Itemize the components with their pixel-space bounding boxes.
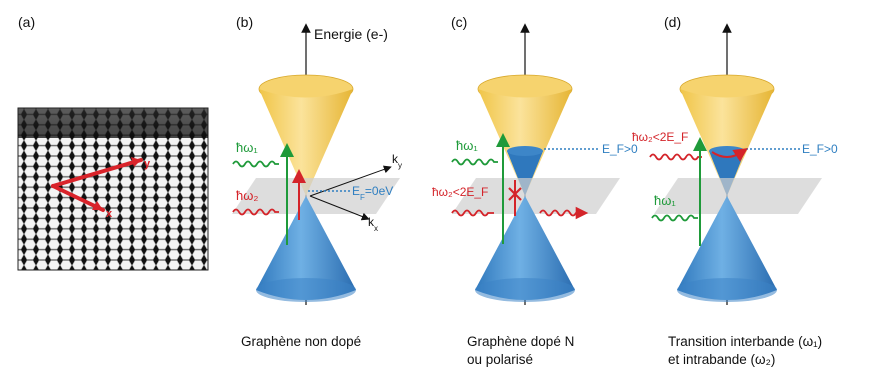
- panel-c: [451, 23, 620, 305]
- k-plane-d: [654, 178, 822, 214]
- hw2-label-d: ħω₂<2E_F: [632, 130, 688, 144]
- caption-c: Graphène dopé N ou polarisé: [467, 333, 574, 369]
- hw1-label-b: ħω₁: [236, 140, 258, 155]
- panel-d: [649, 23, 822, 305]
- fermi-label-c: E_F>0: [602, 142, 638, 156]
- panel-d-letter: (d): [664, 14, 682, 30]
- caption-c-line2: ou polarisé: [467, 352, 534, 367]
- panel-b: [232, 23, 400, 305]
- photon-wave-green: [232, 160, 279, 168]
- caption-b: Graphène non dopé: [241, 334, 362, 349]
- kx-sub: x: [374, 224, 378, 233]
- hw2-label-b: ħω₂: [236, 188, 258, 203]
- hw1-label-c: ħω₁: [456, 138, 478, 153]
- photon-wave-red-d: [649, 153, 702, 161]
- panel-a: y x: [17, 107, 209, 271]
- kx-label: kx: [368, 215, 378, 233]
- kx-axis: [309, 195, 370, 221]
- conduction-cone-c: [478, 89, 572, 196]
- photon-wave-red-in-c: [451, 209, 494, 217]
- caption-d: Transition interbande (ω₁) et intrabande…: [668, 333, 822, 369]
- k-plane: [232, 178, 400, 214]
- fermi-sub-b: F: [360, 193, 365, 202]
- lattice-axis-x-label: x: [106, 208, 113, 220]
- panel-b-letter: (b): [236, 14, 254, 30]
- valence-cone: [256, 196, 356, 300]
- conduction-cone-d: [680, 89, 774, 196]
- intraband-transition-omega2: [711, 148, 748, 162]
- valence-cone-d: [677, 196, 777, 300]
- lattice-axis-y-label: y: [144, 158, 151, 170]
- caption-c-line1: Graphène dopé N: [467, 334, 575, 349]
- filled-electron-pocket: [507, 151, 543, 196]
- caption-d-line1: Transition interbande (ω₁): [668, 334, 823, 349]
- photon-wave-green-d: [651, 214, 698, 222]
- hw2-label-c: ħω₂<2E_F: [432, 185, 488, 199]
- panel-a-letter: (a): [18, 14, 36, 30]
- panel-c-letter: (c): [451, 14, 468, 30]
- kx-letter: k: [368, 215, 375, 229]
- caption-d-line2: et intrabande (ω₂): [668, 352, 776, 367]
- photon-wave-red-out-c: [539, 206, 589, 220]
- fermi-label-d: E_F>0: [802, 142, 838, 156]
- k-plane-c: [452, 178, 620, 214]
- ky-label: ky: [392, 152, 402, 170]
- ky-sub: y: [398, 161, 402, 170]
- ky-letter: k: [392, 152, 399, 166]
- photon-wave-green-c: [451, 158, 498, 166]
- energy-axis-label: Energie (e-): [314, 26, 388, 42]
- conduction-cone: [259, 89, 353, 196]
- filled-electron-pocket-d: [709, 151, 745, 196]
- ky-axis: [309, 165, 392, 197]
- photon-wave-red: [232, 208, 279, 216]
- hw1-label-d: ħω₁: [654, 193, 676, 208]
- valence-cone-c: [475, 196, 575, 300]
